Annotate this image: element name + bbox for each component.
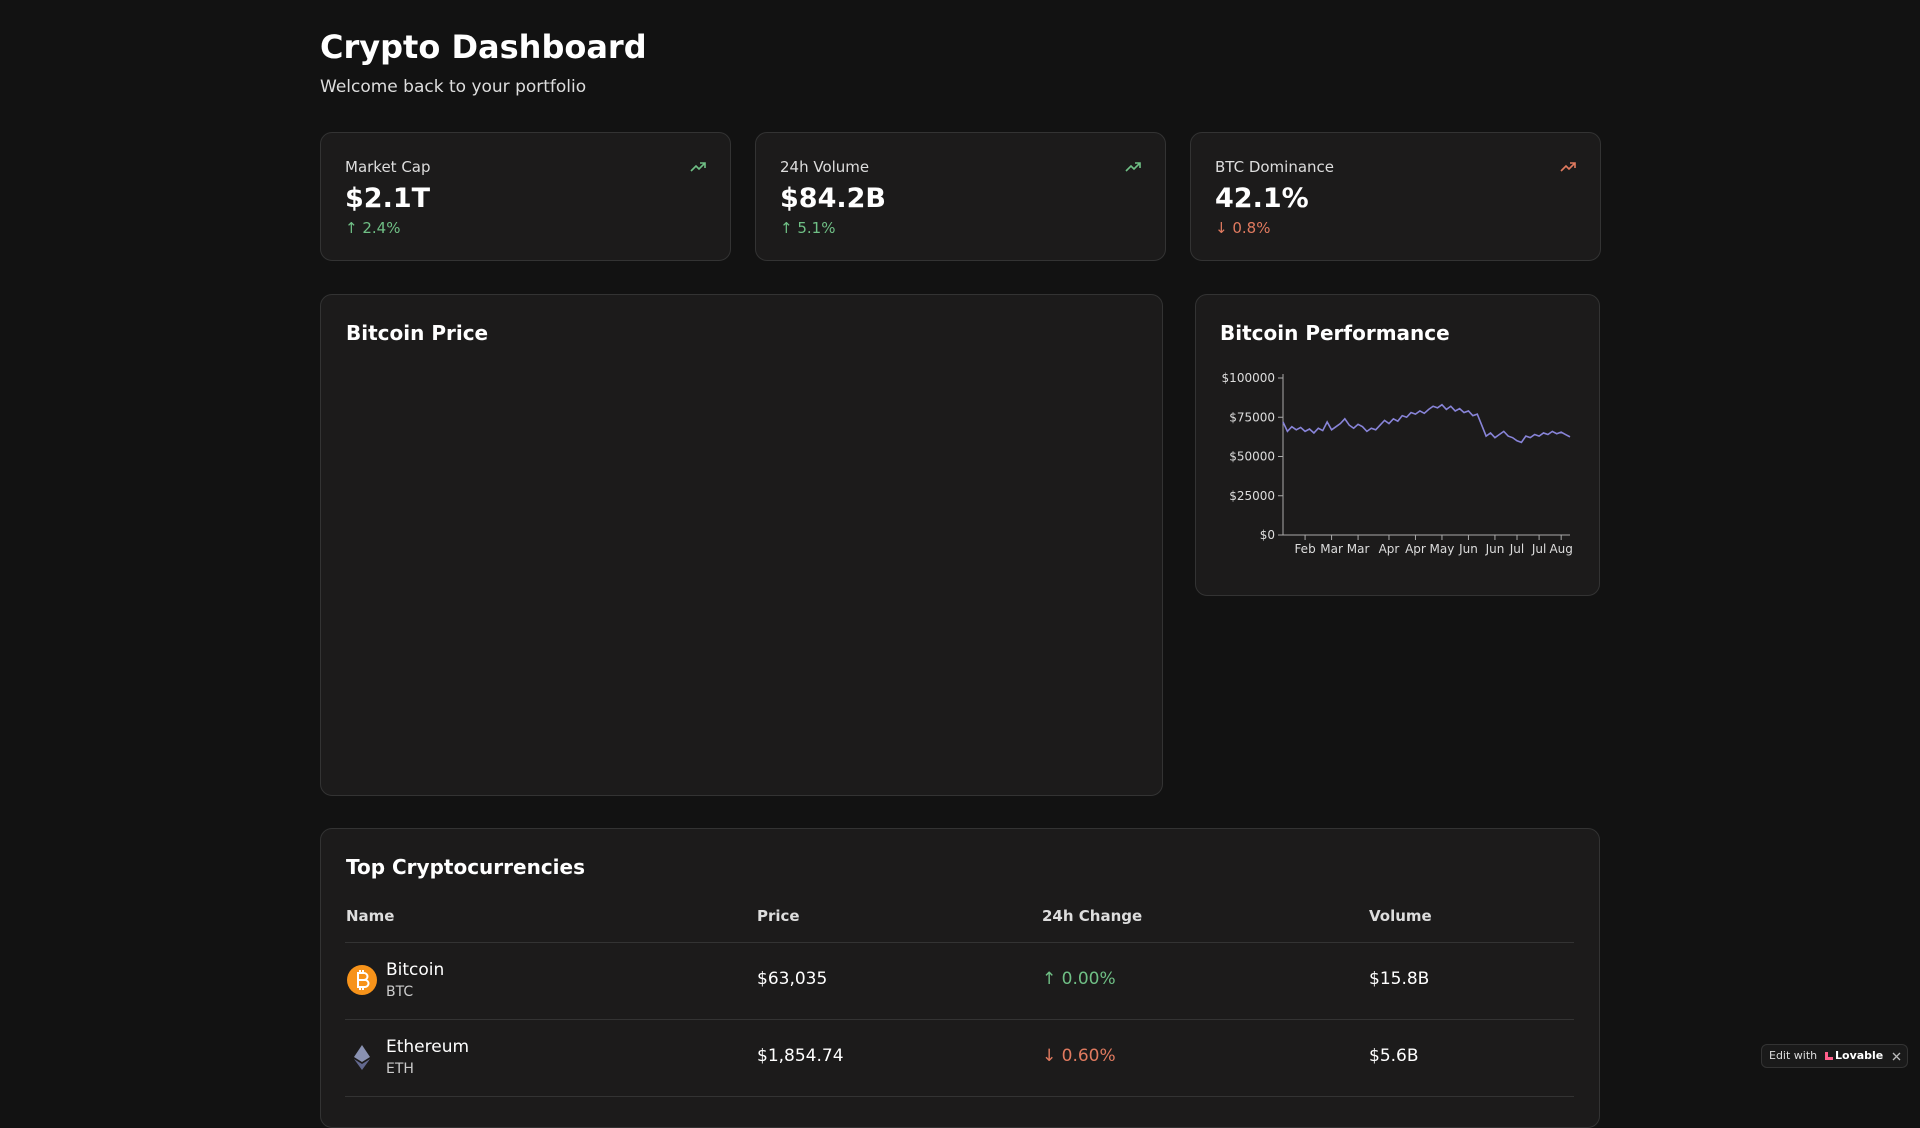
trend-icon: [1560, 162, 1576, 172]
x-tick-label: Jul: [1509, 542, 1524, 556]
column-header: Price: [757, 907, 800, 925]
x-tick-label: Mar: [1347, 542, 1370, 556]
stat-card: 24h Volume $84.2B ↑ 5.1%: [755, 132, 1166, 261]
coin-name: Bitcoin: [386, 960, 445, 980]
coin-change: ↑ 0.00%: [1042, 969, 1116, 989]
stat-value: $84.2B: [780, 183, 886, 214]
x-tick-label: May: [1430, 542, 1455, 556]
coin-volume: $5.6B: [1369, 1046, 1419, 1066]
y-tick-label: $25000: [1229, 489, 1275, 503]
x-tick-label: Apr: [1405, 542, 1426, 556]
column-header: Name: [346, 907, 395, 925]
stat-change: ↑ 2.4%: [345, 219, 401, 237]
coin-price: $1,854.74: [757, 1046, 844, 1066]
close-icon[interactable]: [1892, 1052, 1901, 1061]
title: Crypto Dashboard: [320, 28, 647, 66]
stat-label: 24h Volume: [780, 158, 870, 176]
row-divider: [345, 1096, 1574, 1097]
x-tick-label: Apr: [1379, 542, 1400, 556]
y-tick-label: $0: [1260, 528, 1275, 542]
x-tick-label: Jul: [1531, 542, 1546, 556]
performance-chart: $0 $25000 $50000 $75000 $100000 Feb Mar Mar Apr A…: [1222, 371, 1573, 556]
stat-card: Market Cap $2.1T ↑ 2.4%: [320, 132, 731, 261]
coin-change: ↓ 0.60%: [1042, 1046, 1116, 1066]
stat-value: 42.1%: [1215, 183, 1309, 214]
stat-label: BTC Dominance: [1215, 158, 1335, 176]
x-tick-label: Mar: [1320, 542, 1343, 556]
trend-icon: [1125, 162, 1141, 172]
stat-card: BTC Dominance 42.1% ↓ 0.8%: [1190, 132, 1601, 261]
card-title: Top Cryptocurrencies: [346, 855, 586, 879]
y-tick-label: $50000: [1229, 450, 1275, 464]
stat-change: ↑ 5.1%: [780, 219, 836, 237]
performance-card: Bitcoin Performance: [1195, 294, 1600, 596]
card-title: Bitcoin Performance: [1220, 321, 1450, 345]
row-divider: [345, 1019, 1574, 1020]
subtitle: Welcome back to your portfolio: [320, 77, 587, 97]
coin-volume: $15.8B: [1369, 969, 1430, 989]
y-tick-label: $100000: [1222, 371, 1275, 385]
coin-icon: [347, 965, 377, 995]
card-title: Bitcoin Price: [346, 321, 489, 345]
page: Crypto Dashboard Welcome back to your po…: [320, 28, 1908, 1128]
coin-icon: [354, 1045, 370, 1070]
x-tick-label: Jun: [1485, 542, 1505, 556]
x-tick-label: Aug: [1549, 542, 1572, 556]
coin-name: Ethereum: [386, 1037, 470, 1057]
coin-symbol: BTC: [386, 984, 414, 1000]
x-tick-label: Jun: [1458, 542, 1478, 556]
coin-symbol: ETH: [386, 1061, 414, 1077]
stat-change: ↓ 0.8%: [1215, 219, 1271, 237]
column-header: 24h Change: [1042, 907, 1143, 925]
coin-price: $63,035: [757, 969, 828, 989]
y-tick-label: $75000: [1229, 410, 1275, 424]
trend-icon: [690, 162, 706, 172]
price-line: [1282, 403, 1571, 444]
badge-text: Edit with: [1769, 1049, 1818, 1062]
price-card: Bitcoin Price: [320, 294, 1163, 796]
badge-logo: [1825, 1052, 1833, 1060]
column-header: Volume: [1369, 907, 1432, 925]
x-tick-label: Feb: [1294, 542, 1315, 556]
stat-label: Market Cap: [345, 158, 431, 176]
table-card: Top Cryptocurrencies: [320, 828, 1600, 1128]
lovable-badge[interactable]: Edit with Lovable: [1761, 1044, 1908, 1068]
badge-brand: Lovable: [1835, 1049, 1884, 1062]
stat-value: $2.1T: [345, 183, 431, 214]
row-divider: [345, 942, 1574, 943]
